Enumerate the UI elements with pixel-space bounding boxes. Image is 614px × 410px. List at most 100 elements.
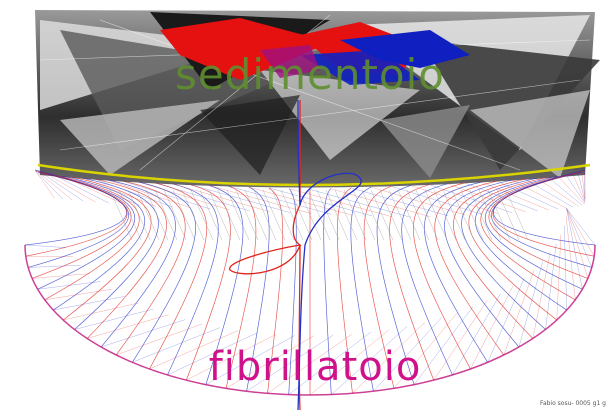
string-line xyxy=(225,185,257,389)
string-line xyxy=(406,189,430,241)
string-line xyxy=(226,189,250,241)
string-line xyxy=(475,175,567,311)
string-line xyxy=(444,179,520,348)
string-line xyxy=(537,178,579,207)
string-line xyxy=(86,178,167,339)
string-line xyxy=(309,189,412,218)
string-line xyxy=(434,180,505,356)
string-line xyxy=(94,179,174,208)
string-line xyxy=(572,174,586,203)
string-line xyxy=(280,189,304,241)
string-line xyxy=(262,189,286,241)
string-line xyxy=(149,182,207,370)
string-line xyxy=(565,175,586,204)
bottom-title: fibrillatoio xyxy=(208,344,422,390)
string-line xyxy=(37,171,73,201)
top-title: sedimentoio xyxy=(175,50,445,99)
string-line xyxy=(505,189,529,241)
string-line xyxy=(149,330,239,370)
string-line xyxy=(557,176,585,205)
string-line xyxy=(492,170,595,257)
string-line xyxy=(108,179,192,209)
string-line xyxy=(566,208,596,246)
string-line xyxy=(373,317,442,392)
string-line xyxy=(47,174,96,203)
string-line xyxy=(470,286,514,369)
string-line xyxy=(564,225,567,311)
string-line xyxy=(503,270,535,356)
string-line xyxy=(53,175,110,204)
string-line xyxy=(565,215,576,300)
string-line xyxy=(41,172,84,202)
string-line xyxy=(228,186,332,215)
string-line xyxy=(376,185,415,385)
string-line xyxy=(401,183,453,376)
string-line xyxy=(336,187,353,394)
string-line xyxy=(34,169,55,199)
string-line xyxy=(116,323,203,356)
string-line xyxy=(350,187,449,217)
string-line xyxy=(452,293,501,376)
string-line xyxy=(199,189,223,241)
string-line xyxy=(413,306,474,385)
string-line xyxy=(363,185,395,389)
string-line xyxy=(577,173,586,202)
string-line xyxy=(316,189,340,241)
string-line xyxy=(566,208,583,290)
string-line xyxy=(566,208,592,268)
string-line xyxy=(453,178,534,339)
string-line xyxy=(397,189,421,241)
string-line xyxy=(190,189,214,241)
string-line xyxy=(331,326,408,395)
top-rim xyxy=(37,163,591,187)
string-line xyxy=(122,180,211,210)
string-line xyxy=(371,186,466,216)
string-line xyxy=(330,188,431,217)
string-line xyxy=(35,170,63,200)
string-line xyxy=(136,189,160,241)
string-line xyxy=(556,234,562,321)
string-line xyxy=(62,176,152,321)
string-line xyxy=(461,177,546,330)
string-line xyxy=(289,189,313,241)
string-line xyxy=(487,189,511,241)
string-line xyxy=(388,189,412,241)
string-line xyxy=(350,186,374,392)
string-line xyxy=(132,327,220,363)
string-line xyxy=(451,189,475,241)
string-line xyxy=(334,189,358,241)
string-line xyxy=(469,189,493,241)
string-line xyxy=(100,179,176,348)
string-line xyxy=(205,335,295,385)
string-line xyxy=(53,296,125,311)
string-line xyxy=(145,189,169,241)
string-line xyxy=(186,334,276,381)
string-line xyxy=(31,172,132,279)
string-line xyxy=(253,189,277,241)
string-line xyxy=(581,172,586,201)
string-line xyxy=(478,189,502,241)
string-line xyxy=(267,333,353,394)
string-line xyxy=(44,174,140,301)
string-line xyxy=(62,176,124,205)
string-line xyxy=(246,186,270,392)
string-line xyxy=(246,335,334,392)
central-loops xyxy=(229,99,362,410)
string-line xyxy=(566,208,589,279)
string-line xyxy=(410,185,498,214)
string-line xyxy=(442,189,466,241)
string-line xyxy=(468,176,558,321)
string-line xyxy=(82,178,156,207)
string-line xyxy=(71,177,140,206)
string-line xyxy=(167,332,257,376)
string-line xyxy=(235,189,259,241)
string-line xyxy=(209,185,311,214)
string-line xyxy=(185,184,231,381)
string-line xyxy=(208,189,232,241)
string-line xyxy=(63,302,139,321)
string-line xyxy=(429,184,513,213)
string-line xyxy=(87,314,169,339)
string-line xyxy=(138,181,230,211)
string-line xyxy=(481,181,549,211)
string-line xyxy=(101,319,186,348)
